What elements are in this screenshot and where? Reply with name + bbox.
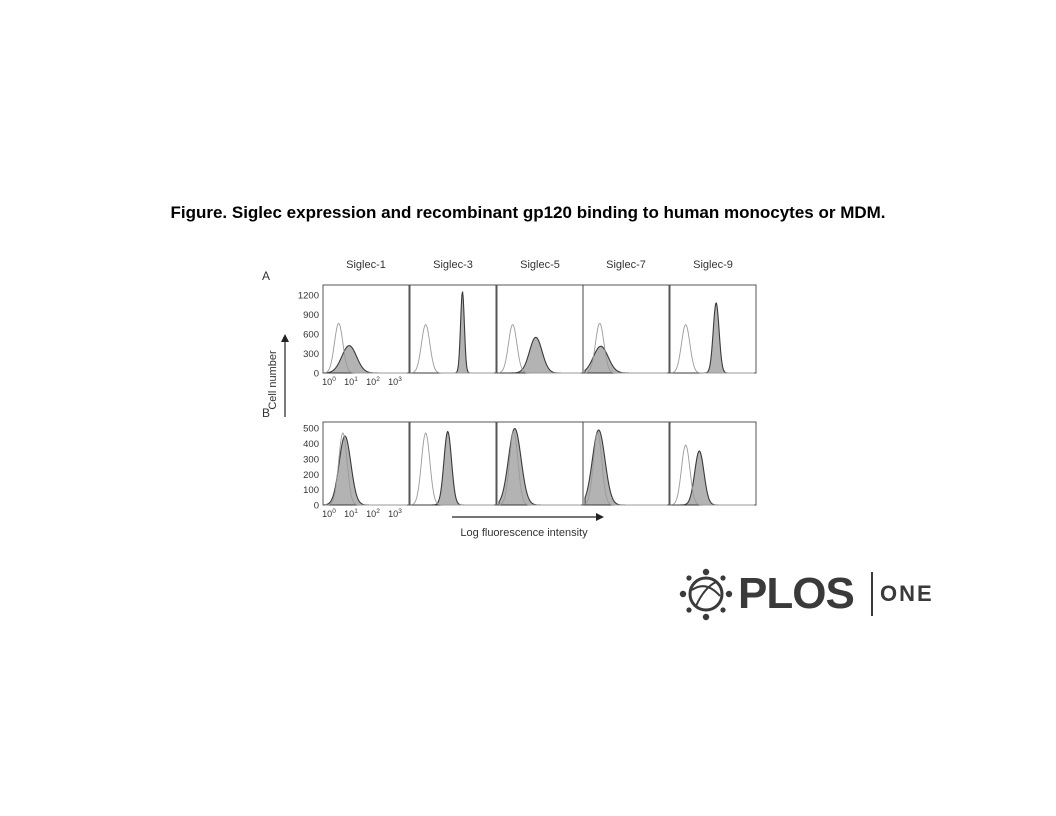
stained-histogram-A-5	[672, 302, 754, 374]
y-tick-label: 300	[303, 454, 319, 465]
column-header-4: Siglec-7	[606, 259, 646, 271]
x-axis-arrow-head	[596, 513, 604, 521]
stained-histogram-A-2	[412, 291, 494, 374]
isotype-histogram-B-2	[411, 432, 494, 506]
y-tick-label: 400	[303, 439, 319, 450]
x-tick-exponent: 2	[376, 376, 380, 383]
logo-word: PLOS	[738, 569, 855, 618]
x-tick-exponent: 2	[376, 508, 380, 515]
y-tick-label: 0	[314, 369, 319, 380]
y-axis-label: Cell number	[267, 350, 279, 410]
y-tick-label: 600	[303, 329, 319, 340]
x-tick-label: 101	[344, 376, 358, 387]
plos-one-logo[interactable]: PLOS ONE	[678, 566, 948, 622]
logo-product: ONE	[880, 581, 934, 606]
y-tick-label: 0	[314, 501, 319, 512]
y-tick-label: 1200	[298, 290, 319, 301]
y-tick-label: 200	[303, 470, 319, 481]
stained-histogram-B-5	[672, 450, 754, 506]
stained-histogram-A-3	[499, 336, 581, 374]
panel-label-A: A	[262, 269, 270, 283]
histogram-frame-A-1	[322, 284, 410, 374]
column-header-5: Siglec-9	[693, 259, 733, 271]
stained-histogram-B-1	[324, 435, 407, 506]
stained-histogram-B-2	[412, 430, 494, 506]
x-tick-label: 102	[366, 376, 380, 387]
logo-divider	[871, 572, 873, 616]
isotype-histogram-B-3	[498, 431, 581, 506]
x-tick-exponent: 1	[354, 508, 358, 515]
figure-title: Figure. Siglec expression and recombinan…	[170, 203, 886, 222]
stained-histogram-A-4	[584, 345, 667, 374]
column-header-2: Siglec-3	[433, 259, 473, 271]
x-tick-exponent: 3	[398, 508, 402, 515]
column-header-1: Siglec-1	[346, 259, 386, 271]
y-tick-label: 500	[303, 424, 319, 435]
isotype-histogram-B-5	[671, 444, 754, 506]
y-tick-label: 100	[303, 485, 319, 496]
isotype-histogram-A-3	[498, 323, 581, 374]
x-tick-label: 100	[322, 376, 336, 387]
isotype-histogram-B-1	[324, 432, 407, 506]
isotype-histogram-A-1	[324, 322, 407, 374]
x-tick-exponent: 0	[332, 376, 336, 383]
stained-histogram-B-4	[584, 429, 667, 506]
histogram-frame-B-5	[669, 421, 757, 506]
isotype-histogram-A-5	[671, 323, 754, 374]
panel-label-B: B	[262, 406, 270, 420]
y-tick-label: 300	[303, 349, 319, 360]
stained-histogram-A-1	[324, 345, 407, 374]
x-tick-label: 103	[388, 376, 402, 387]
x-tick-exponent: 1	[354, 376, 358, 383]
y-tick-label: 900	[303, 310, 319, 321]
isotype-histogram-A-4	[584, 322, 667, 374]
x-tick-label: 101	[344, 508, 358, 519]
x-tick-exponent: 0	[332, 508, 336, 515]
x-tick-exponent: 3	[398, 376, 402, 383]
x-tick-label: 100	[322, 508, 336, 519]
x-tick-label: 102	[366, 508, 380, 519]
y-axis-arrow-head	[281, 334, 289, 342]
isotype-histogram-A-2	[411, 323, 494, 374]
x-axis-label: Log fluorescence intensity	[460, 527, 588, 539]
plos-globe-icon	[679, 568, 733, 621]
column-header-3: Siglec-5	[520, 259, 560, 271]
isotype-histogram-B-4	[584, 432, 667, 506]
histogram-frame-A-2	[409, 284, 497, 374]
x-tick-label: 103	[388, 508, 402, 519]
